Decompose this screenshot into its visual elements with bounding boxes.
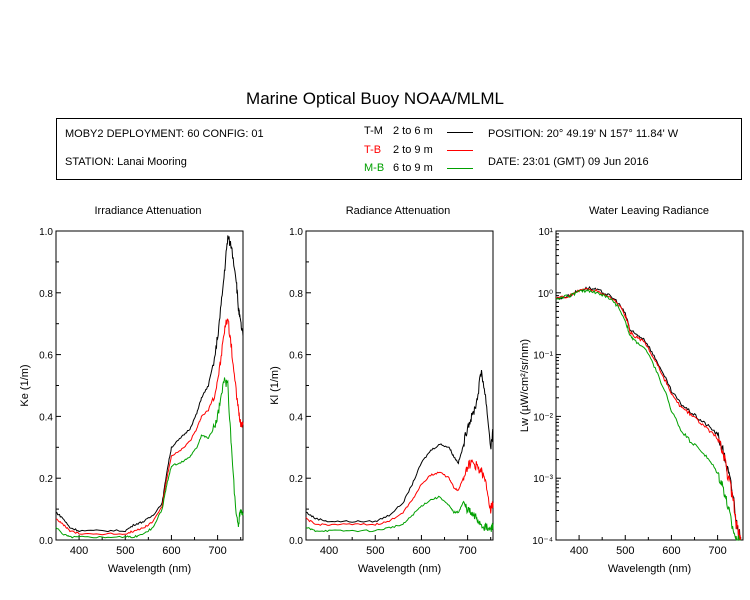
panel-title-radiance: Radiance Attenuation (345, 205, 451, 217)
position-text: POSITION: 20° 49.19' N 157° 11.84' W (488, 128, 679, 140)
y-tick-label-0-0: 0.0 (39, 536, 53, 547)
x-tick-label-2-0: 400 (570, 545, 588, 557)
series-line-1-t-b (305, 459, 494, 526)
y-tick-label-2-3: 10⁻¹ (533, 351, 553, 362)
y-tick-label-0-3: 0.6 (39, 351, 53, 362)
y-tick-label-1-1: 0.2 (289, 474, 303, 485)
legend-line-tb (447, 150, 473, 151)
y-tick-label-1-4: 0.8 (289, 289, 303, 300)
plot-frame-0 (55, 230, 244, 541)
legend-range-tb: 2 to 9 m (393, 144, 433, 156)
y-tick-label-0-2: 0.4 (39, 412, 53, 423)
series-line-2-t-b (555, 287, 742, 541)
x-tick-label-2-2: 600 (662, 545, 680, 557)
y-tick-label-0-4: 0.8 (39, 289, 53, 300)
date-text: DATE: 23:01 (GMT) 09 Jun 2016 (488, 156, 649, 168)
legend-range-tm: 2 to 6 m (393, 125, 433, 137)
panel-title-water-leaving: Water Leaving Radiance (588, 205, 710, 217)
y-axis-label-0: Ke (1/m) (19, 364, 31, 406)
x-tick-label-0-2: 600 (162, 545, 180, 557)
y-tick-label-2-0: 10⁻⁴ (532, 536, 553, 547)
plot-frame-2 (555, 230, 744, 541)
deployment-text: MOBY2 DEPLOYMENT: 60 CONFIG: 01 (65, 128, 264, 140)
plot-frame-1 (305, 230, 494, 541)
x-tick-label-0-3: 700 (208, 545, 226, 557)
legend-name-mb: M-B (364, 162, 385, 174)
y-tick-label-0-5: 1.0 (39, 227, 53, 238)
legend-line-mb (447, 168, 473, 169)
y-tick-label-2-5: 10¹ (539, 227, 554, 238)
x-tick-label-1-0: 400 (320, 545, 338, 557)
y-axis-label-1: Kl (1/m) (269, 366, 281, 405)
x-tick-label-0-1: 500 (116, 545, 134, 557)
y-tick-label-1-2: 0.4 (289, 412, 303, 423)
x-tick-label-1-1: 500 (366, 545, 384, 557)
y-tick-label-1-3: 0.6 (289, 351, 303, 362)
x-tick-label-2-1: 500 (616, 545, 634, 557)
y-tick-label-2-4: 10⁰ (538, 289, 553, 300)
x-tick-label-1-3: 700 (458, 545, 476, 557)
y-tick-label-0-1: 0.2 (39, 474, 53, 485)
series-line-0-m-b (55, 377, 244, 539)
series-line-1-t-m (305, 369, 494, 523)
y-tick-label-1-5: 1.0 (289, 227, 303, 238)
y-axis-label-2: Lw (µW/cm²/sr/nm) (519, 339, 531, 432)
x-tick-label-1-2: 600 (412, 545, 430, 557)
x-axis-label-2: Wavelength (nm) (608, 563, 691, 575)
series-line-0-t-b (56, 318, 244, 536)
series-line-2-t-m (555, 286, 741, 541)
legend-name-tb: T-B (364, 144, 382, 156)
panel-title-irradiance: Irradiance Attenuation (94, 205, 202, 217)
legend-line-tm (447, 132, 473, 133)
y-tick-label-1-0: 0.0 (289, 536, 303, 547)
y-tick-label-2-2: 10⁻² (533, 412, 553, 423)
legend-range-mb: 6 to 9 m (393, 162, 433, 174)
y-tick-label-2-1: 10⁻³ (533, 474, 553, 485)
legend-name-tm: T-M (364, 125, 383, 137)
series-line-1-m-b (305, 495, 494, 533)
x-axis-label-0: Wavelength (nm) (108, 563, 191, 575)
series-line-2-m-b (555, 288, 741, 541)
chart-title: Marine Optical Buoy NOAA/MLML (246, 89, 504, 108)
x-axis-label-1: Wavelength (nm) (358, 563, 441, 575)
x-tick-label-2-3: 700 (708, 545, 726, 557)
info-box: MOBY2 DEPLOYMENT: 60 CONFIG: 01 STATION:… (56, 118, 742, 180)
series-line-0-t-m (55, 235, 244, 533)
station-text: STATION: Lanai Mooring (65, 156, 187, 168)
x-tick-label-0-0: 400 (70, 545, 88, 557)
